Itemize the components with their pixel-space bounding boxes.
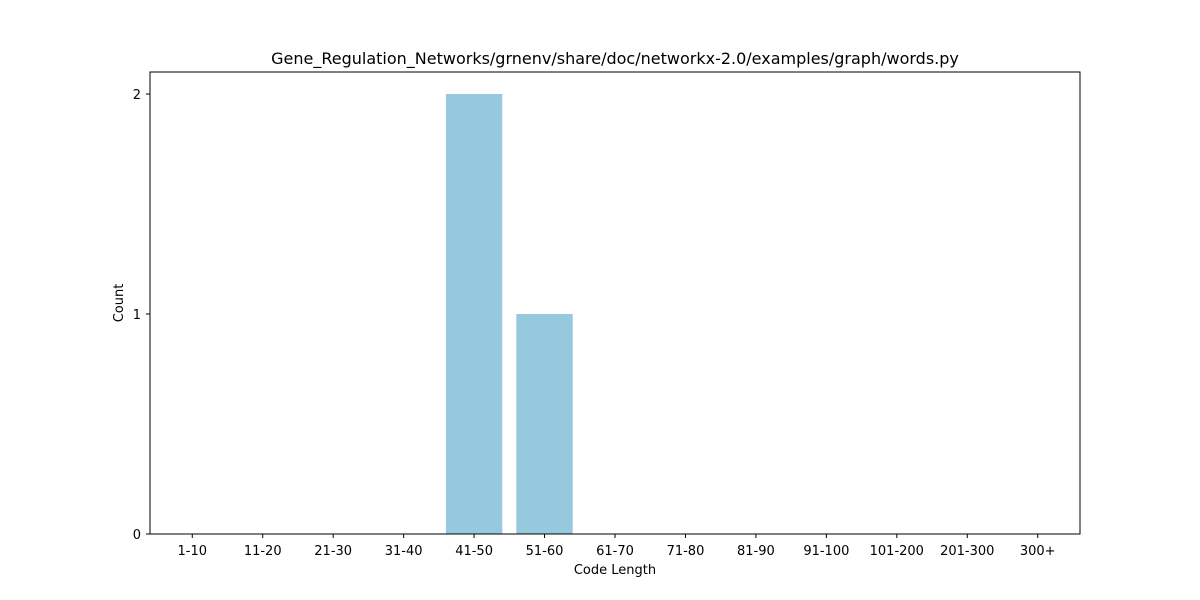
x-tick-label: 91-100: [803, 544, 849, 559]
y-tick-label: 1: [133, 308, 141, 323]
x-tick-label: 31-40: [385, 544, 423, 559]
y-tick-label: 0: [133, 528, 141, 543]
x-tick-label: 11-20: [244, 544, 282, 559]
x-axis-label: Code Length: [574, 563, 656, 578]
y-tick-label: 2: [133, 88, 141, 103]
x-tick-label: 51-60: [526, 544, 564, 559]
bar-41-50: [445, 94, 503, 534]
y-axis-label: Count: [112, 284, 127, 323]
chart-title: Gene_Regulation_Networks/grnenv/share/do…: [271, 49, 959, 69]
bar-51-60: [516, 314, 573, 534]
x-axis-ticks: 1-10 11-20 21-30 31-40 41-50 51-60 61-70 71-80 8…: [178, 534, 1056, 559]
x-tick-label: 71-80: [667, 544, 705, 559]
x-tick-label: 1-10: [178, 544, 208, 559]
x-tick-label: 81-90: [737, 544, 775, 559]
bars-group: [445, 94, 573, 534]
x-tick-label: 61-70: [596, 544, 634, 559]
plot-frame: [149, 71, 1081, 535]
x-tick-label: 201-300: [940, 544, 994, 559]
x-tick-label: 41-50: [455, 544, 493, 559]
x-tick-label: 21-30: [314, 544, 352, 559]
x-tick-label: 101-200: [870, 544, 924, 559]
y-axis-ticks: 0 1 2: [133, 88, 150, 543]
x-tick-label: 300+: [1020, 544, 1056, 559]
